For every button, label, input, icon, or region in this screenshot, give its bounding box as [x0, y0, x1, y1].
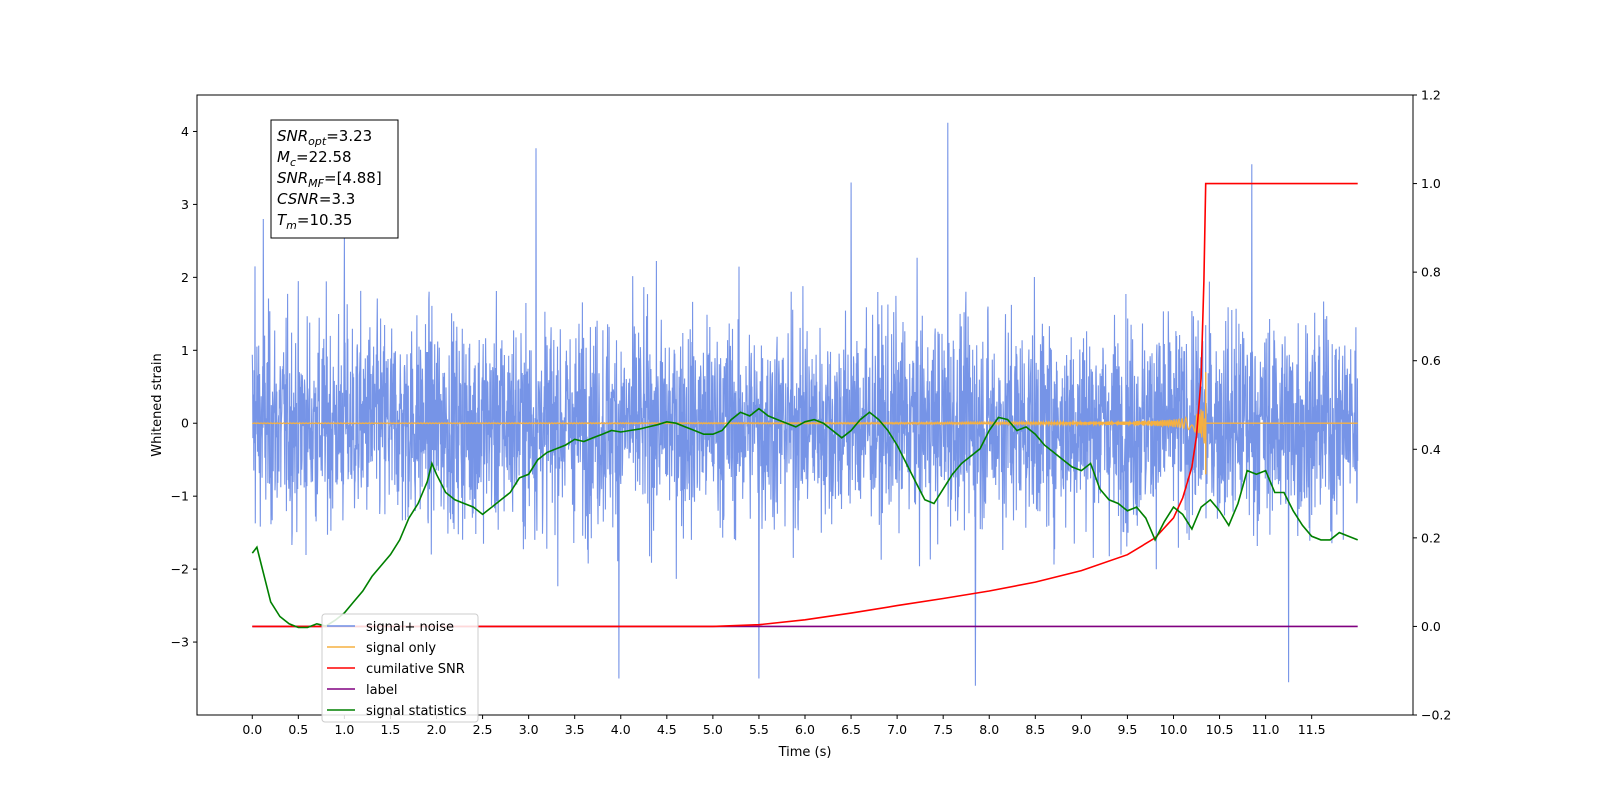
x-tick-label: 3.5 — [565, 722, 585, 737]
x-tick-label: 10.0 — [1160, 722, 1188, 737]
annotation-line: SNRopt=3.23 — [277, 127, 372, 148]
y-tick-label: 4 — [181, 124, 189, 139]
legend: signal+ noise signal only cumilative SNR la… — [321, 613, 479, 723]
y2-tick-label: 0.2 — [1421, 530, 1441, 545]
annotation-line: Mc=22.58 — [277, 148, 352, 169]
series-signal-statistics — [251, 407, 1358, 629]
y-axis-right: 1.2 1.0 0.8 0.6 0.4 0.2 0.0 −0.2 — [1413, 88, 1451, 723]
y2-tick-label: 1.0 — [1421, 176, 1441, 191]
y2-tick-label: −0.2 — [1421, 708, 1451, 723]
legend-label: cumilative SNR — [366, 662, 465, 677]
y-tick-label: 3 — [181, 197, 189, 212]
annotation-line: SNRMF=[4.88] — [277, 169, 382, 190]
x-tick-label: 5.0 — [703, 722, 723, 737]
y-tick-label: 0 — [181, 416, 189, 431]
y-axis-left: 4 3 2 1 0 −1 −2 −3 — [171, 124, 197, 650]
annotation-frame — [270, 119, 399, 239]
y-tick-label: −3 — [171, 635, 189, 650]
x-tick-label: 4.5 — [657, 722, 677, 737]
x-tick-label: 0.0 — [242, 722, 262, 737]
x-tick-label: 8.0 — [979, 722, 999, 737]
legend-label: signal statistics — [366, 704, 467, 719]
x-tick-label: 6.0 — [795, 722, 815, 737]
x-tick-label: 5.5 — [749, 722, 769, 737]
x-tick-label: 8.5 — [1025, 722, 1045, 737]
x-tick-label: 1.0 — [334, 722, 354, 737]
y2-tick-label: 1.2 — [1421, 88, 1441, 103]
x-tick-label: 4.0 — [611, 722, 631, 737]
y-tick-label: 2 — [181, 270, 189, 285]
x-tick-label: 2.0 — [427, 722, 447, 737]
x-tick-label: 2.5 — [473, 722, 493, 737]
x-tick-label: 7.5 — [933, 722, 953, 737]
y2-tick-label: 0.0 — [1421, 619, 1441, 634]
x-axis: 0.0 0.5 1.0 1.5 2.0 2.5 3.0 3.5 4.0 4.5 5.0 5.5 6.0 6… — [242, 715, 1326, 737]
y-tick-label: −2 — [171, 562, 189, 577]
x-tick-label: 7.0 — [887, 722, 907, 737]
annotation-line: CSNR=3.3 — [277, 190, 355, 208]
x-tick-label: 0.5 — [288, 722, 308, 737]
legend-label: label — [366, 683, 397, 698]
series-cumulative-snr — [252, 182, 1358, 628]
x-axis-label: Time (s) — [778, 745, 832, 760]
x-tick-label: 9.5 — [1117, 722, 1137, 737]
y2-tick-label: 0.6 — [1421, 353, 1441, 368]
legend-label: signal only — [366, 641, 436, 656]
x-tick-label: 1.5 — [381, 722, 401, 737]
series-signal-noise — [251, 122, 1359, 686]
y-tick-label: 1 — [181, 343, 189, 358]
legend-frame — [321, 613, 479, 723]
x-tick-label: 3.0 — [519, 722, 539, 737]
x-tick-label: 10.5 — [1206, 722, 1234, 737]
x-tick-label: 11.0 — [1252, 722, 1280, 737]
x-tick-label: 9.0 — [1071, 722, 1091, 737]
y-tick-label: −1 — [171, 489, 189, 504]
x-tick-label: 11.5 — [1298, 722, 1326, 737]
legend-label: signal+ noise — [366, 620, 454, 635]
y2-tick-label: 0.8 — [1421, 265, 1441, 280]
annotation-line: Tm=10.35 — [277, 211, 352, 232]
x-tick-label: 6.5 — [841, 722, 861, 737]
y-axis-label: Whitened strain — [150, 353, 165, 456]
y2-tick-label: 0.4 — [1421, 442, 1441, 457]
